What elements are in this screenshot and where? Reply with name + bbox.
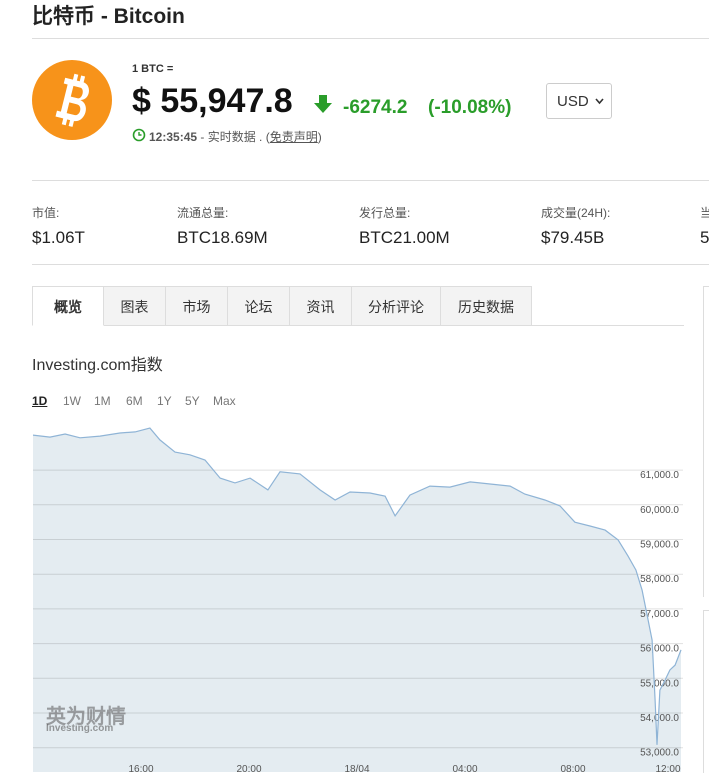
divider xyxy=(32,264,709,265)
tab[interactable]: 分析评论 xyxy=(352,286,441,326)
y-tick-label: 53,000.0 xyxy=(640,748,679,759)
tab[interactable]: 论坛 xyxy=(228,286,290,326)
quote-time: 12:35:45 xyxy=(149,130,198,144)
divider xyxy=(32,180,709,181)
y-tick-label: 54,000.0 xyxy=(640,713,679,724)
tab[interactable]: 图表 xyxy=(104,286,166,326)
range-button[interactable]: 1Y xyxy=(157,394,172,408)
chevron xyxy=(595,98,604,105)
clock-icon xyxy=(132,128,146,142)
watermark-brand: 英为财情 xyxy=(46,706,126,728)
x-tick-label: 12:00 xyxy=(655,764,680,772)
bitcoin-logo xyxy=(32,60,112,140)
x-tick-label: 04:00 xyxy=(452,764,477,772)
x-tick-label: 18/04 xyxy=(344,764,369,772)
index-title: Investing.com指数 xyxy=(32,357,163,374)
range-button[interactable]: 1D xyxy=(32,394,48,408)
y-tick-label: 56,000.0 xyxy=(640,644,679,655)
currency: USD xyxy=(557,93,589,110)
divider xyxy=(32,38,709,39)
quote-time-row: 12:35:45 - 实时数据 . (免责声明) xyxy=(149,128,322,145)
stat-value: 5 xyxy=(700,228,709,247)
side-panel xyxy=(703,610,709,773)
price-chart: 61,000.0 60,000.0 59,000.0 58,000.0 57,000.0… xyxy=(32,427,683,772)
x-tick-label: 20:00 xyxy=(236,764,261,772)
y-tick-label: 59,000.0 xyxy=(640,540,679,551)
stat-value: BTC21.00M xyxy=(359,228,450,247)
range-button[interactable]: Max xyxy=(213,394,236,408)
stat-value: $79.45B xyxy=(541,228,605,247)
stat-label: 流通总量: xyxy=(177,206,229,220)
y-tick-label: 57,000.0 xyxy=(640,609,679,620)
currency-select[interactable]: USD xyxy=(546,83,612,119)
page-title: 比特币 - Bitcoin xyxy=(32,5,185,28)
stat-value: BTC18.69M xyxy=(177,228,268,247)
side-panel xyxy=(703,286,709,597)
stat-label: 发行总量: xyxy=(359,206,411,220)
stat-value: $1.06T xyxy=(32,228,85,247)
watermark-site: Investing.com xyxy=(46,723,114,734)
status-end: ) xyxy=(317,130,322,144)
tab[interactable]: 资讯 xyxy=(290,286,352,326)
y-tick-label: 61,000.0 xyxy=(640,470,679,481)
divider xyxy=(532,325,684,326)
unit-label: 1 BTC = xyxy=(132,63,174,75)
range-button[interactable]: 6M xyxy=(126,394,143,408)
tab[interactable]: 市场 xyxy=(166,286,228,326)
area xyxy=(33,428,681,772)
y-tick-label: 60,000.0 xyxy=(640,505,679,516)
price: $ 55,947.8 xyxy=(132,82,293,120)
stat-label: 市值: xyxy=(32,206,60,220)
change: -6274.2 xyxy=(343,97,408,118)
range-button[interactable]: 1W xyxy=(63,394,81,408)
stat-label: 成交量(24H): xyxy=(541,206,611,220)
price-line xyxy=(32,427,682,745)
x-tick-label: 16:00 xyxy=(128,764,153,772)
down-arrow xyxy=(314,95,332,113)
range-button[interactable]: 1M xyxy=(94,394,111,408)
disclaimer-link[interactable]: 免责声明 xyxy=(269,130,318,144)
stat-label: 当 xyxy=(700,206,709,220)
y-tick-label: 58,000.0 xyxy=(640,574,679,585)
status: - 实时数据 . ( xyxy=(200,130,270,144)
range-button[interactable]: 5Y xyxy=(185,394,200,408)
change-pct: (-10.08%) xyxy=(428,97,512,118)
tab[interactable]: 概览 xyxy=(32,286,104,326)
y-tick-label: 55,000.0 xyxy=(640,678,679,689)
x-tick-label: 08:00 xyxy=(560,764,585,772)
tab[interactable]: 历史数据 xyxy=(441,286,532,326)
